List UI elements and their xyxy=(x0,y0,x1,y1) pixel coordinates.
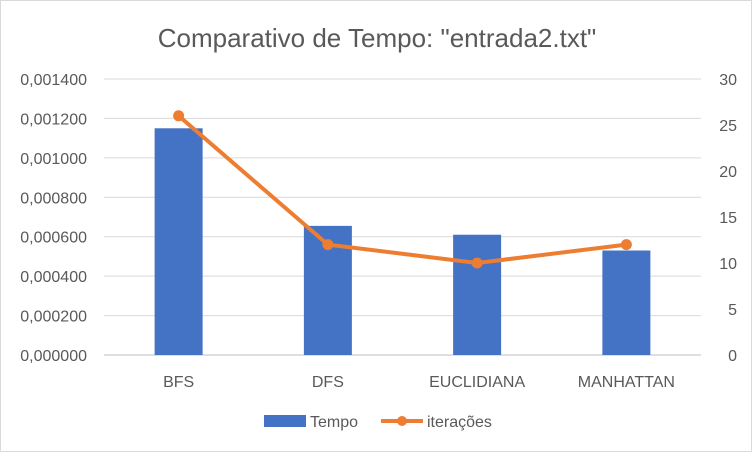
left-tick-label: 0,000800 xyxy=(20,190,87,207)
left-tick-label: 0,001400 xyxy=(20,72,87,89)
iteracoes-point-euclidiana xyxy=(472,258,483,269)
right-tick-label: 0 xyxy=(728,348,737,365)
bar-euclidiana xyxy=(453,235,501,355)
right-tick-label: 15 xyxy=(719,210,737,227)
bar-manhattan xyxy=(602,251,650,355)
category-label: DFS xyxy=(312,374,344,391)
category-label: MANHATTAN xyxy=(578,374,675,391)
iteracoes-line xyxy=(179,116,627,263)
left-tick-label: 0,000200 xyxy=(20,309,87,326)
left-tick-label: 0,000600 xyxy=(20,230,87,247)
chart-title: Comparativo de Tempo: "entrada2.txt" xyxy=(158,23,597,53)
legend-swatch-tempo xyxy=(264,415,306,427)
line-series-iteracoes xyxy=(173,110,632,268)
category-label: EUCLIDIANA xyxy=(429,374,525,391)
category-axis-labels: BFS DFS EUCLIDIANA MANHATTAN xyxy=(163,374,675,391)
right-tick-label: 25 xyxy=(719,118,737,135)
right-tick-label: 20 xyxy=(719,164,737,181)
iteracoes-point-manhattan xyxy=(621,239,632,250)
right-tick-label: 5 xyxy=(728,302,737,319)
left-tick-label: 0,001000 xyxy=(20,151,87,168)
iteracoes-point-dfs xyxy=(322,239,333,250)
category-label: BFS xyxy=(163,374,194,391)
left-tick-label: 0,001200 xyxy=(20,111,87,128)
iteracoes-point-bfs xyxy=(173,110,184,121)
legend-label-tempo: Tempo xyxy=(310,414,358,431)
legend-label-iteracoes: iterações xyxy=(427,414,492,431)
legend: Tempo iterações xyxy=(264,414,492,431)
bar-bfs xyxy=(155,128,203,355)
right-tick-label: 30 xyxy=(719,72,737,89)
left-tick-label: 0,000400 xyxy=(20,269,87,286)
right-tick-label: 10 xyxy=(719,256,737,273)
bar-series-tempo xyxy=(155,128,651,355)
left-axis-ticks: 0,000000 0,000200 0,000400 0,000600 0,000800… xyxy=(20,72,87,365)
legend-marker-iteracoes xyxy=(397,416,407,426)
right-axis-ticks: 0 5 10 15 20 25 30 xyxy=(719,72,737,365)
left-tick-label: 0,000000 xyxy=(20,348,87,365)
